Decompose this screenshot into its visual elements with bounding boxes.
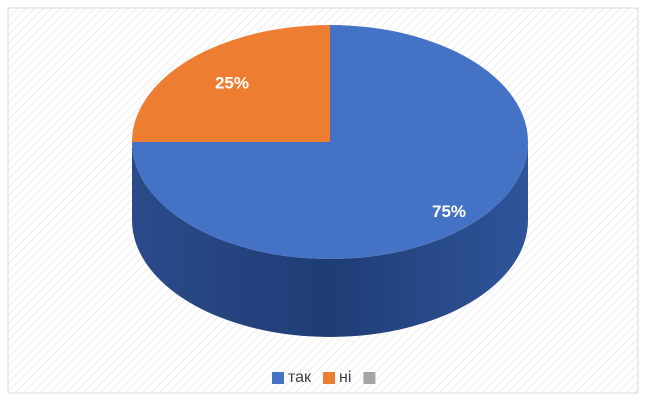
data-label: 75% bbox=[432, 202, 466, 221]
legend-swatch bbox=[272, 372, 284, 384]
legend-label: так bbox=[288, 369, 312, 386]
legend-swatch bbox=[323, 372, 336, 384]
data-label: 25% bbox=[215, 74, 249, 93]
legend-label: ні bbox=[339, 369, 351, 386]
slice bbox=[132, 25, 330, 142]
legend-swatch bbox=[363, 372, 376, 384]
slice-side bbox=[132, 142, 528, 337]
